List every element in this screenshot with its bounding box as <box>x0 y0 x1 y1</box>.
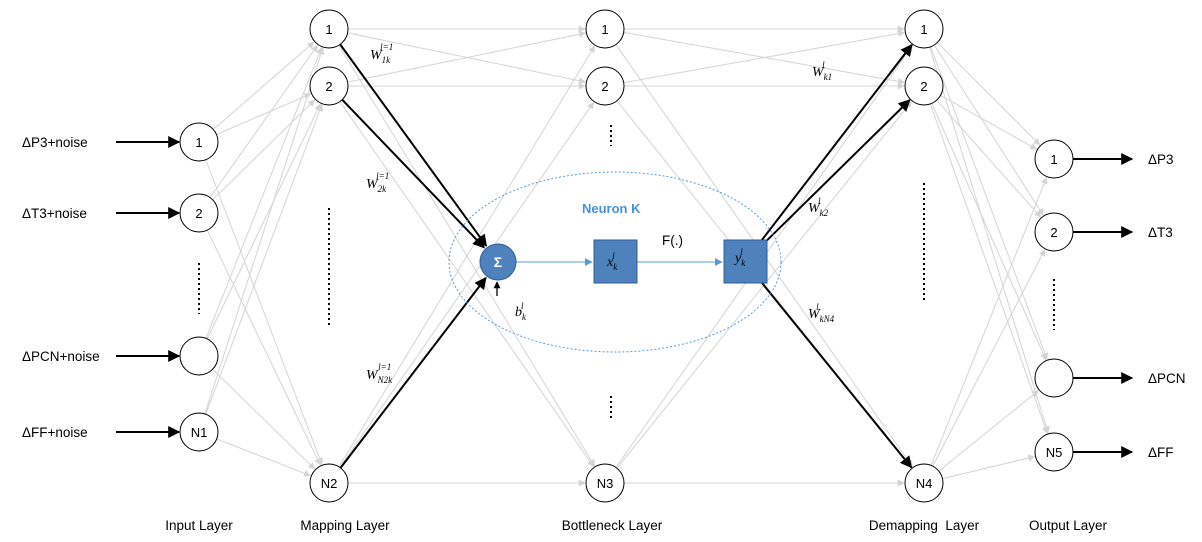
io-labels: ΔP3+noise ΔT3+noise ΔPCN+noise ΔFF+noise ΔP3… <box>22 135 1186 460</box>
input-to-mapping-link <box>205 159 323 465</box>
input-to-mapping-link <box>204 47 325 415</box>
weight-wn2k: WN2kl=1 <box>366 362 393 385</box>
output-node-label: N5 <box>1046 445 1063 460</box>
input-label: ΔT3+noise <box>22 206 87 221</box>
demapping-node <box>904 463 944 503</box>
input-to-mapping-link <box>205 46 323 339</box>
demapping-node <box>904 9 944 49</box>
bias-label: bkl <box>515 301 527 322</box>
input-node-label: 2 <box>195 206 202 221</box>
demapping-to-output-link <box>933 44 1044 216</box>
mapping-node-label: 1 <box>325 22 332 37</box>
input-to-mapping-link <box>216 438 312 477</box>
layer-label-demapping: Demapping Layer <box>869 518 980 533</box>
bottleneck-node-label: 2 <box>601 79 608 94</box>
output-label: ΔPCN <box>1148 371 1186 386</box>
mapping-node-label: N2 <box>321 476 338 491</box>
input-to-mapping-link <box>206 229 321 466</box>
weight-w2k: W2kl=1 <box>366 171 389 194</box>
network-nodes: 1 2 N1 1 2 N2 1 2 N3 1 2 N4 1 2 N5 <box>179 9 1074 503</box>
demapping-to-output-link <box>937 42 1041 146</box>
bottleneck-node-label: N3 <box>597 476 614 491</box>
weight-wk2: Wk2l <box>808 196 829 218</box>
io-arrows <box>116 136 1134 458</box>
x-node <box>593 239 638 284</box>
demapping-node-label: N4 <box>916 476 933 491</box>
weight-wk1: Wk1l <box>812 60 832 82</box>
mapping-to-bottleneck-link <box>347 30 587 83</box>
y-node <box>723 239 768 284</box>
mapping-node <box>309 9 349 49</box>
y-to-demapping-link <box>755 275 913 469</box>
bottleneck-node <box>585 66 625 106</box>
demapping-to-output-link <box>930 176 1048 466</box>
demapping-to-output-link <box>932 249 1046 467</box>
demapping-to-output-link <box>930 46 1049 360</box>
output-label: ΔT3 <box>1148 225 1173 240</box>
demapping-to-output-link <box>940 94 1038 150</box>
demapping-node-label: 2 <box>920 79 927 94</box>
demapping-to-output-link <box>929 103 1049 434</box>
activation-label: F(.) <box>662 233 683 248</box>
y-to-demapping-link <box>757 99 911 251</box>
demapping-to-output-link <box>938 390 1039 472</box>
input-node <box>179 336 219 376</box>
demapping-to-output-link <box>929 47 1050 434</box>
demapping-node <box>904 66 944 106</box>
grey-connections <box>204 25 1050 487</box>
input-node-label: 1 <box>195 135 202 150</box>
output-label: ΔP3 <box>1148 152 1174 167</box>
output-node-label: 2 <box>1050 225 1057 240</box>
input-to-mapping-link <box>213 41 315 130</box>
input-to-mapping-link <box>216 93 312 135</box>
neuron-k-ellipse <box>448 171 782 353</box>
sum-node <box>479 243 517 281</box>
input-to-mapping-link <box>212 99 316 201</box>
layer-label-input: Input Layer <box>165 518 233 533</box>
input-to-mapping-link <box>205 104 324 415</box>
highlighted-connections <box>339 43 913 469</box>
mapping-to-sum-link <box>341 99 485 249</box>
neuron-k-title: Neuron K <box>582 201 641 216</box>
mapping-to-bottleneck-link <box>338 45 596 468</box>
input-to-mapping-link <box>212 368 316 470</box>
input-to-mapping-link <box>209 44 318 198</box>
mapping-to-sum-link <box>339 276 487 469</box>
demapping-to-output-link <box>942 454 1036 480</box>
weight-w1k: W1kl=1 <box>370 42 393 65</box>
input-label: ΔPCN+noise <box>22 349 100 364</box>
input-node-label: N1 <box>191 425 208 440</box>
bottleneck-to-demapping-link <box>623 30 906 84</box>
input-label: ΔP3+noise <box>22 135 88 150</box>
y-label: ykl <box>733 247 746 268</box>
layer-label-mapping: Mapping Layer <box>300 518 390 533</box>
sum-symbol: Σ <box>494 254 502 270</box>
demapping-node-label: 1 <box>920 22 927 37</box>
mapping-to-bottleneck-link <box>339 101 594 468</box>
input-label: ΔFF+noise <box>22 425 88 440</box>
weight-wkn4: WkN4l <box>808 302 835 324</box>
x-label: xkl <box>606 251 618 272</box>
output-node-label: 1 <box>1050 152 1057 167</box>
output-node <box>1034 358 1074 398</box>
mapping-node-label: 2 <box>325 79 332 94</box>
ellipsis-dots <box>198 125 1055 419</box>
bottleneck-node <box>585 463 625 503</box>
demapping-to-output-link <box>931 103 1047 361</box>
bottleneck-node <box>585 9 625 49</box>
mapping-to-sum-link <box>339 43 488 247</box>
mapping-node <box>309 66 349 106</box>
y-to-demapping-link <box>755 43 913 249</box>
input-to-mapping-link <box>206 103 321 340</box>
layer-label-output: Output Layer <box>1029 518 1108 533</box>
output-label: ΔFF <box>1148 445 1174 460</box>
bottleneck-node-label: 1 <box>601 22 608 37</box>
layer-label-bottleneck: Bottleneck Layer <box>562 518 663 533</box>
demapping-to-output-link <box>936 99 1042 218</box>
mapping-node <box>309 463 349 503</box>
